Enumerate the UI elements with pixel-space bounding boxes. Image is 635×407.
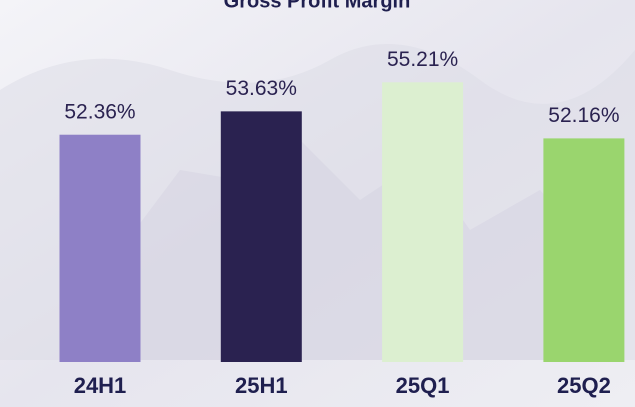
x-tick-label: 25Q1 [396, 373, 450, 398]
value-label: 52.16% [548, 104, 619, 127]
value-label: 52.36% [64, 100, 135, 123]
bar [382, 82, 463, 362]
x-tick-label: 25H1 [235, 373, 288, 398]
page: {"chart_data": {"type": "bar", "title": … [0, 0, 635, 407]
chart: Gross Profit Margin 24H1 52.36% 25H1 53.63%… [0, 0, 635, 407]
value-label: 55.21% [387, 48, 458, 71]
bar [543, 138, 624, 362]
x-tick-label: 25Q2 [557, 373, 611, 398]
bar [60, 135, 141, 362]
value-label: 53.63% [226, 77, 297, 100]
x-tick-label: 24H1 [74, 373, 127, 398]
chart-title: Gross Profit Margin [224, 0, 411, 12]
bar [221, 111, 302, 362]
